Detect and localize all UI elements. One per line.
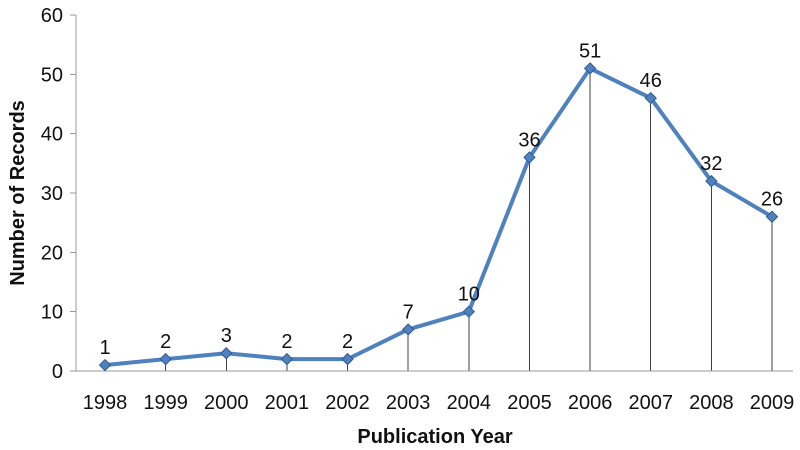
y-axis-title: Number of Records: [7, 100, 29, 286]
data-point-marker: [341, 352, 354, 366]
data-point-marker: [705, 174, 718, 188]
data-label: 32: [700, 153, 722, 175]
data-label: 2: [281, 331, 292, 353]
data-label: 51: [579, 40, 601, 62]
data-point-marker: [280, 352, 294, 366]
data-label: 2: [160, 331, 171, 353]
data-label: 1: [99, 337, 110, 359]
data-point-marker: [220, 346, 233, 360]
data-point-marker: [401, 323, 415, 336]
x-tick-label: 2005: [507, 392, 552, 414]
data-label: 46: [640, 70, 662, 92]
data-point-marker: [583, 62, 597, 75]
x-tick-label: 2008: [689, 392, 734, 414]
y-tick-label: 40: [41, 124, 63, 146]
x-tick-label: 2007: [628, 392, 673, 414]
data-label: 7: [403, 301, 414, 323]
series-line: [103, 66, 774, 368]
data-point-marker: [644, 91, 657, 105]
x-tick-label: 2000: [204, 392, 249, 414]
y-tick-label: 10: [41, 302, 63, 324]
data-label: 10: [458, 284, 480, 306]
x-tick-label: 2002: [325, 392, 370, 414]
data-label: 26: [761, 189, 783, 211]
x-tick-label: 1998: [83, 392, 128, 414]
x-axis-title: Publication Year: [357, 426, 512, 448]
data-label: 3: [221, 325, 232, 347]
data-point-marker: [523, 151, 536, 164]
x-tick-label: 2001: [265, 392, 310, 414]
x-tick-label: 2009: [750, 392, 795, 414]
y-tick-label: 30: [41, 183, 63, 205]
data-label: 2: [342, 331, 353, 353]
y-tick-label: 60: [41, 5, 63, 27]
data-point-marker: [159, 352, 172, 366]
x-tick-label: 1999: [143, 392, 188, 414]
data-label: 36: [518, 129, 540, 151]
data-point-marker: [98, 358, 112, 372]
y-tick-label: 0: [52, 361, 63, 383]
y-tick-label: 50: [41, 64, 63, 86]
data-point-marker: [765, 210, 779, 223]
data-point-marker: [462, 305, 476, 318]
x-tick-label: 2004: [447, 392, 492, 414]
y-tick-label: 20: [41, 242, 63, 264]
x-tick-label: 2003: [386, 392, 431, 414]
x-tick-label: 2006: [568, 392, 613, 414]
